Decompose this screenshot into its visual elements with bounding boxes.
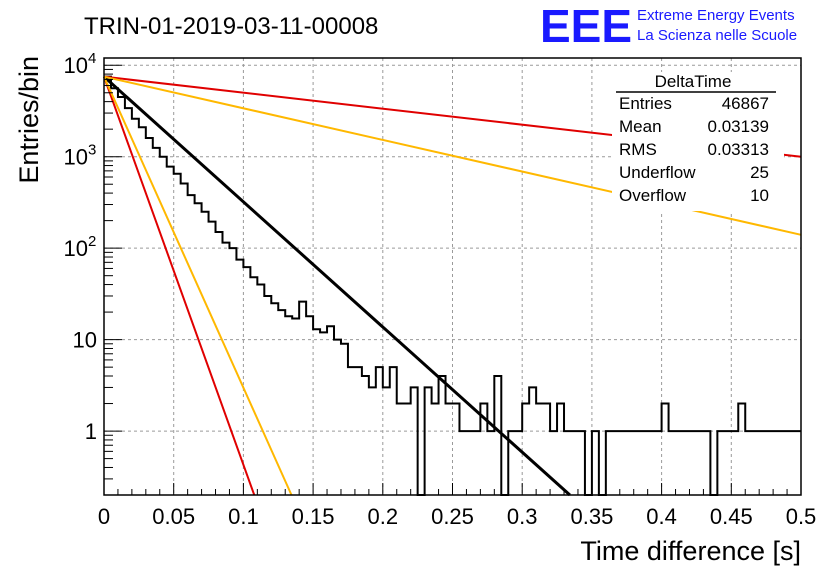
eee-logo: EEE Extreme Energy Events La Scienza nel… bbox=[540, 0, 797, 52]
y-tick-label: 1 bbox=[85, 419, 97, 444]
y-axis-title: Entries/bin bbox=[14, 56, 44, 184]
stats-box: DeltaTime Entries 46867 Mean 0.03139 RMS… bbox=[612, 72, 784, 211]
y-tick-label: 10 bbox=[64, 53, 88, 78]
x-tick-label: 0.4 bbox=[646, 504, 677, 529]
y-tick-label: 10 bbox=[64, 236, 88, 261]
histogram-outline bbox=[104, 75, 801, 496]
run-title: TRIN-01-2019-03-11-00008 bbox=[84, 13, 378, 40]
y-tick-exponent: 3 bbox=[88, 142, 96, 159]
x-tick-label: 0.25 bbox=[431, 504, 474, 529]
x-tick-label: 0.5 bbox=[786, 504, 817, 529]
x-tick-label: 0.3 bbox=[507, 504, 538, 529]
x-tick-label: 0.35 bbox=[570, 504, 613, 529]
x-tick-label: 0.45 bbox=[710, 504, 753, 529]
fit-line bbox=[103, 76, 256, 496]
stats-box-background bbox=[612, 72, 784, 211]
y-tick-label: 10 bbox=[73, 328, 97, 353]
logo-line-1: Extreme Energy Events bbox=[637, 7, 795, 24]
x-tick-label: 0.15 bbox=[292, 504, 335, 529]
stats-value-rms: 0.03313 bbox=[708, 140, 769, 159]
stats-label-overflow: Overflow bbox=[619, 186, 687, 205]
y-tick-exponent: 2 bbox=[88, 233, 96, 250]
x-tick-label: 0.1 bbox=[228, 504, 259, 529]
y-tick-exponent: 4 bbox=[88, 50, 96, 67]
x-tick-label: 0.2 bbox=[368, 504, 399, 529]
fit-line bbox=[103, 76, 293, 496]
y-tick-label: 10 bbox=[64, 145, 88, 170]
logo-line-2: La Scienza nelle Scuole bbox=[637, 27, 797, 44]
fit-line bbox=[102, 75, 571, 497]
stats-label-mean: Mean bbox=[619, 117, 662, 136]
x-tick-label: 0.05 bbox=[152, 504, 195, 529]
grid bbox=[104, 58, 801, 495]
histogram bbox=[104, 75, 801, 496]
stats-label-entries: Entries bbox=[619, 94, 672, 113]
x-tick-label: 0 bbox=[98, 504, 110, 529]
stats-value-mean: 0.03139 bbox=[708, 117, 769, 136]
axis-ticks: 0 0.05 0.1 0.15 0.2 0.25 0.3 0.35 0.4 0.45 0.5 1 10 1… bbox=[64, 50, 817, 529]
stats-label-rms: RMS bbox=[619, 140, 657, 159]
stats-value-entries: 46867 bbox=[722, 94, 769, 113]
x-axis-title: Time difference [s] bbox=[580, 536, 801, 566]
logo-text: EEE bbox=[540, 0, 632, 52]
stats-value-overflow: 10 bbox=[750, 186, 769, 205]
stats-title: DeltaTime bbox=[655, 72, 732, 91]
stats-label-underflow: Underflow bbox=[619, 163, 696, 182]
stats-value-underflow: 25 bbox=[750, 163, 769, 182]
